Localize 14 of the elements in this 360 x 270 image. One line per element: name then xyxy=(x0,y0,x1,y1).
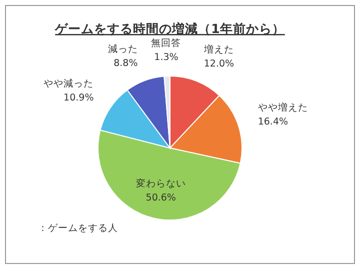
slice-label: 変わらない xyxy=(136,178,186,190)
slice-label: 減った xyxy=(108,42,138,55)
slice-label: 増えた xyxy=(202,43,234,56)
slice-label: やや増えた xyxy=(258,102,308,114)
data-label: 10.9% xyxy=(64,92,94,104)
text: ：ゲームをする人 xyxy=(38,223,118,234)
data-label: 12.0% xyxy=(204,58,234,70)
data-label: 50.6% xyxy=(146,192,176,204)
chart-title: ゲームをする時間の増減（1年前から） xyxy=(54,21,285,36)
slice-label: 無回答 xyxy=(151,37,182,50)
slice-label: やや減った xyxy=(44,78,94,90)
data-label: 1.3% xyxy=(154,52,178,64)
data-label: 16.4% xyxy=(258,116,288,128)
data-label: 8.8% xyxy=(114,58,138,69)
